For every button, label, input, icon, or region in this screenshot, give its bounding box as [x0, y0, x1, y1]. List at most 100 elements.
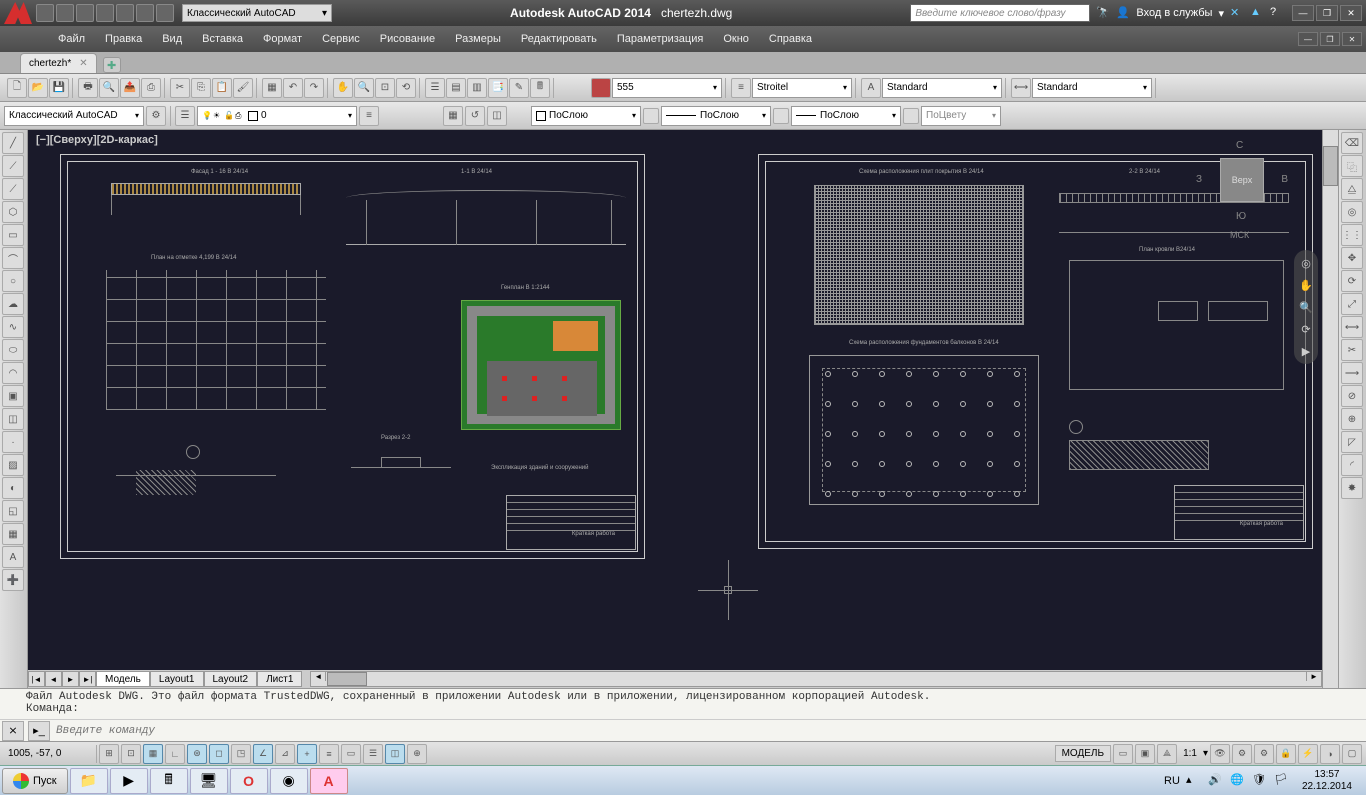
layout-tab-model[interactable]: Модель: [96, 671, 150, 687]
prop-lweight-dropdown[interactable]: ПоСлою: [791, 106, 901, 126]
fillet-icon[interactable]: ◜: [1341, 454, 1363, 476]
color-icon[interactable]: [591, 78, 611, 98]
h-scrollbar[interactable]: [310, 671, 1322, 687]
cmd-handle-icon[interactable]: ⨯: [2, 721, 24, 741]
zoom-nav-icon[interactable]: 🔍: [1297, 298, 1315, 316]
block-icon[interactable]: ◫: [2, 408, 24, 430]
task-explorer[interactable]: 📁: [70, 768, 108, 794]
tab-close-icon[interactable]: ✕: [79, 58, 87, 69]
infer-icon[interactable]: ⊞: [99, 744, 119, 764]
tray-flag-icon[interactable]: 🏳: [1274, 773, 1290, 789]
tpy-icon[interactable]: ▭: [341, 744, 361, 764]
lwt-icon[interactable]: ≡: [319, 744, 339, 764]
orbit-icon[interactable]: ⟳: [1297, 320, 1315, 338]
copy-icon[interactable]: ⎘: [191, 78, 211, 98]
user-icon[interactable]: 👤: [1116, 6, 1130, 20]
publish-icon[interactable]: 📤: [120, 78, 140, 98]
sheetset-icon[interactable]: 📑: [488, 78, 508, 98]
drawing-canvas[interactable]: [−][Сверху][2D-каркас] Фасад 1 - 16 В 24…: [28, 130, 1322, 688]
help-search-input[interactable]: Введите ключевое слово/фразу: [910, 4, 1090, 22]
scale-icon[interactable]: ⤢: [1341, 293, 1363, 315]
pan-nav-icon[interactable]: ✋: [1297, 276, 1315, 294]
qat-saveas-icon[interactable]: [96, 4, 114, 22]
menu-dimension[interactable]: Размеры: [445, 29, 511, 49]
workspace-dropdown-2[interactable]: Классический AutoCAD: [4, 106, 144, 126]
table-icon[interactable]: ▦: [2, 523, 24, 545]
ltype-dropdown[interactable]: Stroitel: [752, 78, 852, 98]
stretch-icon[interactable]: ⟷: [1341, 316, 1363, 338]
zoom-win-icon[interactable]: ⊡: [375, 78, 395, 98]
break-icon[interactable]: ⊘: [1341, 385, 1363, 407]
qv-layouts-icon[interactable]: ▭: [1113, 744, 1133, 764]
erase-icon[interactable]: ⌫: [1341, 132, 1363, 154]
explode-icon[interactable]: ✸: [1341, 477, 1363, 499]
pline-icon[interactable]: ⟋: [2, 178, 24, 200]
new-icon[interactable]: 🗋: [7, 78, 27, 98]
rotate-icon[interactable]: ⟳: [1341, 270, 1363, 292]
signin-chevron-icon[interactable]: ▾: [1218, 7, 1224, 20]
qat-redo-icon[interactable]: [156, 4, 174, 22]
viewcube-e[interactable]: В: [1281, 174, 1288, 185]
viewcube[interactable]: Верх С В Ю З МСК: [1202, 140, 1282, 220]
task-wmp[interactable]: ▶: [110, 768, 148, 794]
prop-color-dropdown[interactable]: ПоСлою: [531, 106, 641, 126]
layer-iso-icon[interactable]: ◫: [487, 106, 507, 126]
workspace-dropdown[interactable]: Классический AutoCAD: [182, 4, 332, 22]
layer-dropdown[interactable]: 💡☀🔓⎙ 0: [197, 106, 357, 126]
task-chrome[interactable]: ◉: [270, 768, 308, 794]
save-icon[interactable]: 💾: [49, 78, 69, 98]
addselected-icon[interactable]: ➕: [2, 569, 24, 591]
menu-insert[interactable]: Вставка: [192, 29, 253, 49]
signin-label[interactable]: Вход в службы: [1136, 7, 1212, 19]
cut-icon[interactable]: ✂: [170, 78, 190, 98]
menu-parametric[interactable]: Параметризация: [607, 29, 713, 49]
open-icon[interactable]: 📂: [28, 78, 48, 98]
toolbar-lock-icon[interactable]: 🔒: [1276, 744, 1296, 764]
ducs-icon[interactable]: ⊿: [275, 744, 295, 764]
plotstyle-dropdown[interactable]: ПоЦвету: [921, 106, 1001, 126]
point-icon[interactable]: ·: [2, 431, 24, 453]
sc-icon[interactable]: ◫: [385, 744, 405, 764]
layout-next-icon[interactable]: ►: [62, 671, 79, 687]
paste-icon[interactable]: 📋: [212, 78, 232, 98]
document-tab[interactable]: chertezh* ✕: [20, 53, 97, 73]
hw-accel-icon[interactable]: ⚡: [1298, 744, 1318, 764]
pan-icon[interactable]: ✋: [333, 78, 353, 98]
matchprop-icon[interactable]: 🖌: [233, 78, 253, 98]
color-pick-icon[interactable]: [643, 108, 659, 124]
model-space-button[interactable]: МОДЕЛЬ: [1055, 745, 1111, 762]
viewport-label[interactable]: [−][Сверху][2D-каркас]: [36, 134, 158, 146]
trim-icon[interactable]: ✂: [1341, 339, 1363, 361]
scale-chevron-icon[interactable]: ▾: [1203, 748, 1208, 759]
ellipsearc-icon[interactable]: ◠: [2, 362, 24, 384]
ann-auto-icon[interactable]: ⚙: [1232, 744, 1252, 764]
ws-settings-icon[interactable]: ⚙: [146, 106, 166, 126]
tray-network-icon[interactable]: 🌐: [1230, 773, 1246, 789]
3dprint-icon[interactable]: ⎙: [141, 78, 161, 98]
move-icon[interactable]: ✥: [1341, 247, 1363, 269]
new-tab-button[interactable]: ✚: [103, 57, 121, 73]
tray-volume-icon[interactable]: 🔊: [1208, 773, 1224, 789]
ann-vis-icon[interactable]: 👁: [1210, 744, 1230, 764]
extend-icon[interactable]: ⟶: [1341, 362, 1363, 384]
join-icon[interactable]: ⊕: [1341, 408, 1363, 430]
zoom-prev-icon[interactable]: ⟲: [396, 78, 416, 98]
osnap-icon[interactable]: ◻: [209, 744, 229, 764]
app-logo[interactable]: [4, 2, 32, 24]
task-opera[interactable]: O: [230, 768, 268, 794]
polar-icon[interactable]: ⊛: [187, 744, 207, 764]
viewcube-wcs[interactable]: МСК: [1230, 230, 1249, 240]
spline-icon[interactable]: ∿: [2, 316, 24, 338]
snap-icon[interactable]: ⊡: [121, 744, 141, 764]
task-calc[interactable]: 🖩: [150, 768, 188, 794]
menu-tools[interactable]: Сервис: [312, 29, 370, 49]
viewcube-face[interactable]: Верх: [1220, 158, 1264, 202]
ltype-icon[interactable]: ≡: [731, 78, 751, 98]
circle-icon[interactable]: ○: [2, 270, 24, 292]
3dosnap-icon[interactable]: ◳: [231, 744, 251, 764]
exchange-icon[interactable]: ✕: [1230, 6, 1244, 20]
revcloud-icon[interactable]: ☁: [2, 293, 24, 315]
menu-view[interactable]: Вид: [152, 29, 192, 49]
dstyle-dropdown[interactable]: Standard: [1032, 78, 1152, 98]
preview-icon[interactable]: 🔍: [99, 78, 119, 98]
